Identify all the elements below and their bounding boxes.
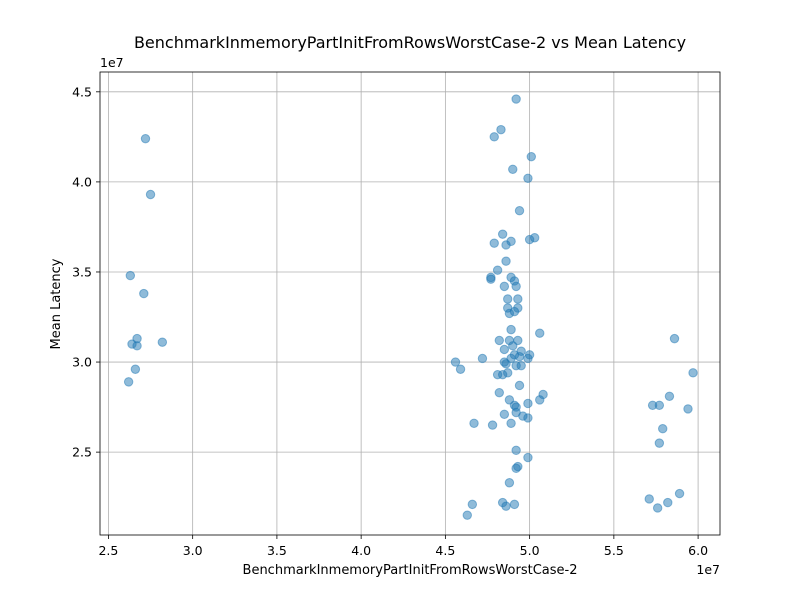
y-tick-label: 4.0 (72, 174, 92, 189)
data-point (140, 133, 151, 144)
data-point (501, 256, 511, 266)
data-point (669, 333, 680, 344)
data-point (130, 364, 141, 374)
data-point (529, 233, 540, 243)
y-tick-label: 3.5 (72, 264, 92, 279)
data-point (499, 344, 510, 355)
data-point (523, 413, 533, 423)
data-points (123, 94, 698, 520)
data-point (644, 494, 654, 504)
data-point (523, 173, 533, 183)
data-point (654, 438, 665, 448)
data-point (494, 387, 504, 398)
x-tick-label: 3.5 (267, 543, 287, 558)
data-point (504, 478, 515, 488)
data-point (477, 353, 488, 364)
data-point (469, 418, 479, 429)
x-tick-label: 4.0 (351, 543, 371, 558)
data-point (489, 238, 499, 248)
data-point (674, 488, 685, 499)
data-point (688, 368, 698, 378)
data-point (664, 391, 675, 401)
data-point (506, 418, 516, 429)
data-point (503, 294, 513, 304)
data-point (514, 380, 525, 391)
data-point (652, 503, 663, 513)
data-point (514, 206, 525, 216)
data-point (511, 445, 521, 456)
x-tick-label: 2.5 (98, 543, 118, 558)
y-tick-label: 2.5 (72, 445, 92, 460)
data-point (506, 324, 516, 335)
data-point (508, 341, 518, 351)
data-point (501, 501, 511, 511)
y-tick-label: 4.5 (72, 84, 92, 99)
y-axis-label: Mean Latency (49, 258, 64, 349)
y-tick-label: 3.0 (72, 355, 92, 370)
data-point (524, 350, 535, 360)
data-point (499, 281, 510, 292)
x-tick-label: 5.5 (604, 543, 624, 558)
data-point (523, 398, 533, 409)
data-point (526, 151, 537, 162)
data-point (654, 400, 665, 410)
data-point (496, 124, 506, 135)
data-point (455, 364, 466, 374)
data-point (125, 270, 136, 281)
data-point (509, 499, 520, 510)
data-point (499, 409, 510, 419)
data-point (516, 360, 526, 371)
data-point (535, 395, 545, 405)
data-point (511, 281, 521, 292)
chart-title: BenchmarkInmemoryPartInitFromRowsWorstCa… (134, 33, 686, 52)
data-point (513, 294, 523, 304)
data-point (157, 337, 168, 347)
x-axis-label: BenchmarkInmemoryPartInitFromRowsWorstCa… (243, 563, 578, 578)
data-point (494, 335, 504, 346)
data-point (123, 377, 134, 387)
data-point (501, 240, 511, 250)
data-point (139, 288, 149, 299)
data-point (509, 306, 520, 317)
data-point (511, 463, 521, 474)
data-point (489, 132, 499, 142)
data-point (462, 510, 472, 520)
x-tick-label: 6.0 (688, 543, 708, 558)
data-point (514, 351, 525, 362)
y-axis-offset-label: 1e7 (100, 55, 124, 70)
x-tick-label: 4.5 (435, 543, 455, 558)
data-point (523, 452, 533, 463)
data-point (663, 497, 673, 508)
data-point (132, 341, 142, 351)
data-point (511, 94, 521, 104)
x-tick-label: 3.0 (183, 543, 203, 558)
data-point (508, 164, 518, 174)
y-axis-ticks: 2.5 3.0 3.5 4.0 4.5 (72, 84, 100, 460)
data-point (503, 368, 513, 378)
data-point (497, 229, 508, 239)
data-point (658, 424, 668, 434)
grid-lines (100, 72, 720, 535)
data-point (487, 420, 498, 430)
data-point (501, 359, 511, 369)
x-axis-offset-label: 1e7 (696, 562, 720, 577)
x-axis-ticks: 2.5 3.0 3.5 4.0 4.5 5.0 5.5 6.0 (98, 535, 708, 558)
data-point (450, 357, 461, 367)
data-point (535, 328, 545, 338)
data-point (467, 499, 478, 510)
plot-frame (99, 71, 721, 536)
data-point (486, 274, 496, 284)
data-point (683, 404, 693, 414)
data-point (492, 265, 503, 275)
data-point (145, 189, 156, 200)
x-tick-label: 5.0 (520, 543, 540, 558)
